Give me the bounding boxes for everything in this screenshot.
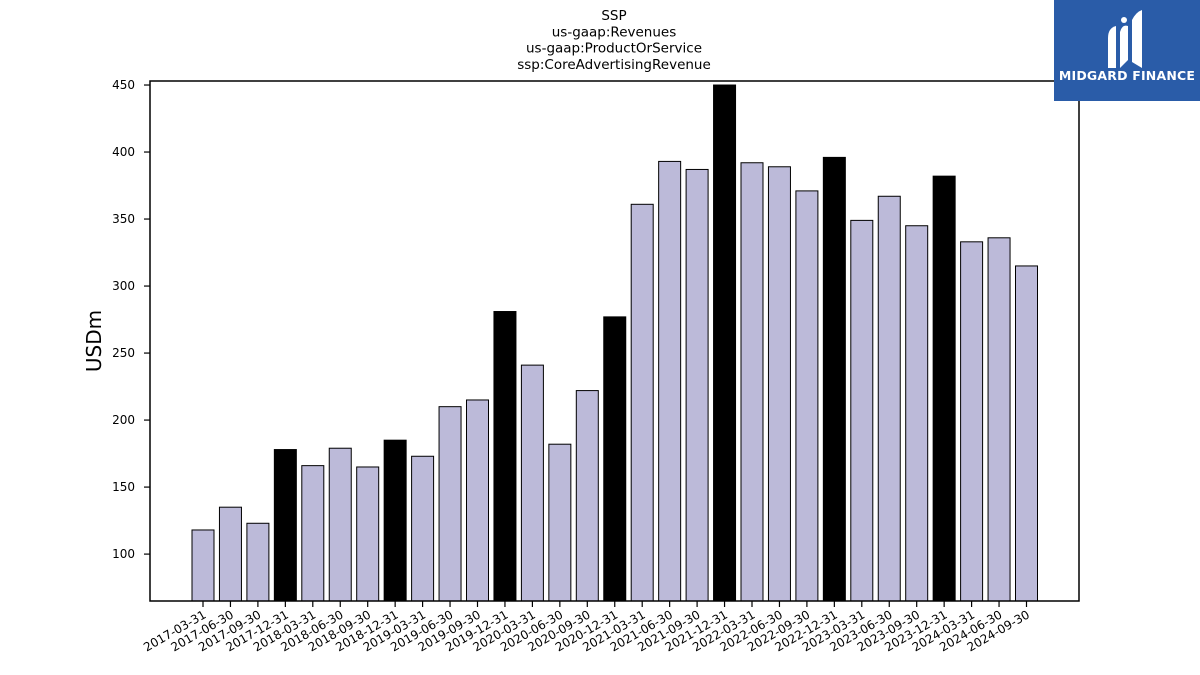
bar-2021-03-31 — [630, 203, 654, 602]
chart-title-line: us-gaap:ProductOrService — [526, 41, 702, 57]
y-tick-label: 100 — [112, 547, 135, 561]
bar-2021-09-30 — [685, 168, 709, 602]
bar-2017-09-30 — [246, 522, 270, 602]
bar-2019-09-30 — [466, 399, 489, 602]
bar-2018-06-30 — [328, 447, 352, 602]
y-tick-label: 350 — [112, 212, 135, 226]
bar-2020-09-30 — [575, 390, 599, 602]
chart-title-line: us-gaap:Revenues — [552, 24, 677, 40]
bar-2018-12-31 — [383, 439, 407, 602]
chart-title: SSPus-gaap:Revenuesus-gaap:ProductOrServ… — [517, 8, 711, 73]
bar-2021-12-31 — [713, 84, 737, 602]
bar-2024-09-30 — [1015, 265, 1038, 602]
bar-2018-09-30 — [356, 466, 380, 602]
logo: MIDGARD FINANCE — [1054, 0, 1200, 101]
bars-group — [191, 84, 1038, 602]
y-axis-label: USDm — [82, 310, 106, 372]
bar-2022-06-30 — [767, 166, 791, 602]
y-axis: 100 150 200 250 300 350 400 450 — [112, 78, 150, 561]
bar-2024-03-31 — [960, 241, 984, 602]
bar-2017-03-31 — [191, 529, 215, 602]
logo-mark-icon — [1108, 10, 1142, 69]
x-axis: 2017-03-312017-06-302017-09-302017-12-31… — [141, 601, 1032, 654]
bar-2023-12-31 — [932, 175, 956, 602]
y-tick-label: 300 — [112, 279, 135, 293]
bar-2017-12-31 — [273, 449, 297, 602]
bar-2020-03-31 — [520, 364, 544, 602]
y-tick-label: 150 — [112, 480, 135, 494]
bar-2018-03-31 — [301, 465, 325, 602]
bar-2023-03-31 — [850, 219, 874, 602]
bar-2024-06-30 — [987, 237, 1011, 602]
chart-title-line: ssp:CoreAdvertisingRevenue — [517, 57, 711, 73]
bar-2022-09-30 — [795, 190, 819, 602]
bar-2019-03-31 — [411, 455, 435, 602]
bar-2022-03-31 — [740, 162, 764, 602]
bar-2020-06-30 — [548, 443, 572, 602]
bar-2019-12-31 — [493, 311, 517, 602]
bar-2017-06-30 — [218, 506, 242, 602]
plot-frame — [149, 80, 1080, 602]
bar-2019-06-30 — [438, 406, 462, 602]
y-tick-label: 400 — [112, 145, 135, 159]
chart-title-line: SSP — [601, 8, 626, 24]
y-tick-label: 250 — [112, 346, 135, 360]
bar-2022-12-31 — [822, 156, 846, 602]
logo-text: MIDGARD FINANCE — [1058, 68, 1196, 83]
y-tick-label: 200 — [112, 413, 135, 427]
bar-2023-06-30 — [877, 195, 901, 602]
bar-2023-09-30 — [905, 225, 929, 602]
bar-2020-12-31 — [603, 316, 627, 602]
bar-2021-06-30 — [658, 160, 682, 602]
y-tick-label: 450 — [112, 78, 135, 92]
